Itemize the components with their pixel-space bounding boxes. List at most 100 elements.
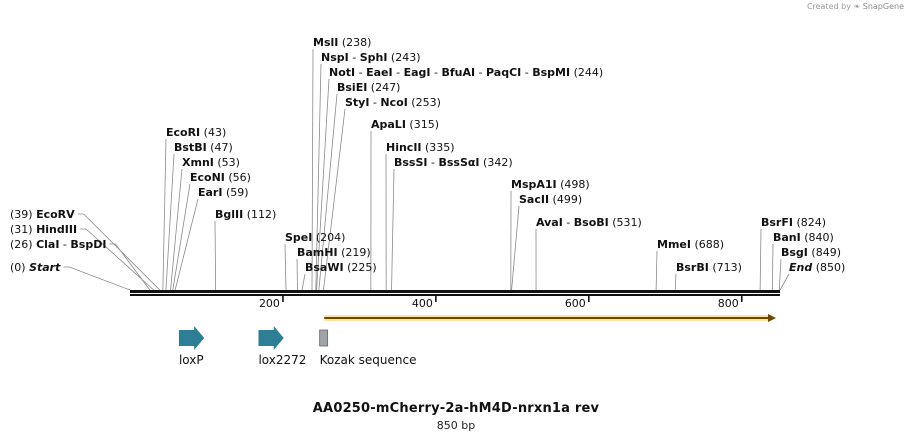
cut-site-bani[interactable]: BanI (840) — [773, 231, 834, 244]
leader-line-nspi — [315, 63, 322, 291]
cut-site-position: (31) — [10, 223, 36, 236]
cut-site-position: (204) — [312, 231, 345, 244]
cut-site-mmei[interactable]: MmeI (688) — [657, 238, 724, 251]
cut-site-position: (824) — [793, 216, 826, 229]
cut-site-position: (688) — [691, 238, 724, 251]
cut-site-bsawi[interactable]: BsaWI (225) — [305, 261, 377, 274]
cut-site-styi[interactable]: StyI - NcoI (253) — [345, 96, 441, 109]
leader-line-bani — [771, 243, 774, 291]
cut-site-spei[interactable]: SpeI (204) — [285, 231, 345, 244]
enzyme-name: HincII — [386, 141, 422, 154]
cut-site-ecorv[interactable]: (39) EcoRV — [10, 208, 75, 221]
leader-line-msli — [311, 48, 314, 291]
enzyme-name: BsrFI — [761, 216, 793, 229]
leader-line-bglii — [214, 220, 217, 291]
cut-site-mspa1i[interactable]: MspA1I (498) — [511, 178, 590, 191]
cut-site-start[interactable]: (0) Start — [10, 261, 61, 274]
cut-site-bglii[interactable]: BglII (112) — [215, 208, 276, 221]
cut-site-hindiii[interactable]: (31) HindIII — [10, 223, 77, 236]
cut-site-end[interactable]: End (850) — [789, 261, 845, 274]
leader-line-spei — [284, 243, 287, 291]
enzyme-name: BamHI — [297, 246, 338, 259]
cut-site-bsrfi[interactable]: BsrFI (824) — [761, 216, 826, 229]
enzyme-name: SacII — [519, 193, 549, 206]
leader-line-bsrbi — [674, 273, 677, 291]
enzyme-name: BanI — [773, 231, 801, 244]
cut-site-apali[interactable]: ApaLI (315) — [371, 118, 439, 131]
cut-site-bslei[interactable]: BsiEI (247) — [337, 81, 400, 94]
cut-site-position: (219) — [338, 246, 371, 259]
cut-site-position: (243) — [387, 51, 420, 64]
enzyme-name: ApaLI — [371, 118, 406, 131]
enzyme-name: BssSαI — [438, 156, 479, 169]
feature-loxp-label: loxP — [179, 353, 204, 367]
leader-line-styi — [323, 108, 346, 291]
cut-site-position: (112) — [243, 208, 276, 221]
cut-site-nspi[interactable]: NspI - SphI (243) — [321, 51, 421, 64]
enzyme-name: BfuAI — [441, 66, 475, 79]
cut-site-position: (43) — [200, 126, 226, 139]
enzyme-name: PaqCI — [486, 66, 521, 79]
enzyme-name: Start — [29, 261, 61, 274]
cut-site-bsrbi[interactable]: BsrBI (713) — [676, 261, 742, 274]
enzyme-name: NcoI — [380, 96, 407, 109]
leader-line-noti — [316, 78, 330, 291]
feature-lox2272-arrow[interactable] — [258, 326, 284, 350]
leader-line-mmei — [655, 250, 658, 291]
orf-track[interactable] — [324, 314, 776, 322]
cut-site-bamhi[interactable]: BamHI (219) — [297, 246, 371, 259]
orf-arrowhead — [768, 314, 776, 322]
cut-site-position: (335) — [422, 141, 455, 154]
cut-site-bsssi[interactable]: BssSI - BssSαI (342) — [394, 156, 513, 169]
ruler-tick-label: 400 — [412, 297, 433, 310]
cut-site-position: (253) — [408, 96, 441, 109]
leader-line-hindiii — [80, 228, 154, 291]
cut-site-position: (850) — [812, 261, 845, 274]
cut-site-position: (56) — [225, 171, 251, 184]
enzyme-name: BsrBI — [676, 261, 709, 274]
leader-line-ecori — [162, 138, 167, 291]
cut-site-position: (238) — [338, 36, 371, 49]
feature-loxp-arrow[interactable] — [178, 326, 205, 350]
enzyme-name: BsoBI — [574, 216, 609, 229]
enzyme-name: ClaI — [36, 238, 59, 251]
cut-site-position: (59) — [222, 186, 248, 199]
cut-site-bstbi[interactable]: BstBI (47) — [174, 141, 233, 154]
enzyme-name: MspA1I — [511, 178, 557, 191]
cut-site-xmni[interactable]: XmnI (53) — [182, 156, 240, 169]
cut-site-eari[interactable]: EarI (59) — [198, 186, 249, 199]
enzyme-name: NotI — [329, 66, 355, 79]
enzyme-name: NspI — [321, 51, 349, 64]
cut-site-noti[interactable]: NotI - EaeI - EagI - BfuAI - PaqCI - Bsp… — [329, 66, 603, 79]
leader-line-end — [779, 273, 790, 291]
cut-site-msli[interactable]: MslI (238) — [313, 36, 371, 49]
leader-line-bsgi — [778, 258, 782, 291]
credit-prefix: Created by — [806, 2, 851, 11]
feature-kozak-box[interactable] — [319, 329, 329, 347]
enzyme-name: EcoRV — [36, 208, 75, 221]
leader-line-start — [63, 266, 131, 291]
cut-site-position: (531) — [609, 216, 642, 229]
cut-site-ecori[interactable]: EcoRI (43) — [166, 126, 226, 139]
cut-site-position: (53) — [214, 156, 240, 169]
cut-site-position: (499) — [549, 193, 582, 206]
cut-site-bsgi[interactable]: BsgI (849) — [781, 246, 841, 259]
enzyme-name: XmnI — [182, 156, 214, 169]
cut-site-econi[interactable]: EcoNI (56) — [190, 171, 251, 184]
ruler-ticks: 200 400 600 800 — [259, 296, 743, 310]
cut-site-position: (225) — [344, 261, 377, 274]
cut-site-avai[interactable]: AvaI - BsoBI (531) — [536, 216, 642, 229]
enzyme-name: EaeI — [366, 66, 393, 79]
cut-site-sacii[interactable]: SacII (499) — [519, 193, 582, 206]
cut-site-position: (39) — [10, 208, 36, 221]
leader-line-bsssi — [391, 168, 395, 291]
enzyme-name: MmeI — [657, 238, 691, 251]
cut-site-position: (247) — [367, 81, 400, 94]
cut-site-hincii[interactable]: HincII (335) — [386, 141, 455, 154]
enzyme-name: BsgI — [781, 246, 808, 259]
cut-site-clai[interactable]: (26) ClaI - BspDI — [10, 238, 106, 251]
enzyme-name: BspDI — [70, 238, 106, 251]
backbone-top-strand — [130, 290, 780, 293]
enzyme-name: BstBI — [174, 141, 207, 154]
